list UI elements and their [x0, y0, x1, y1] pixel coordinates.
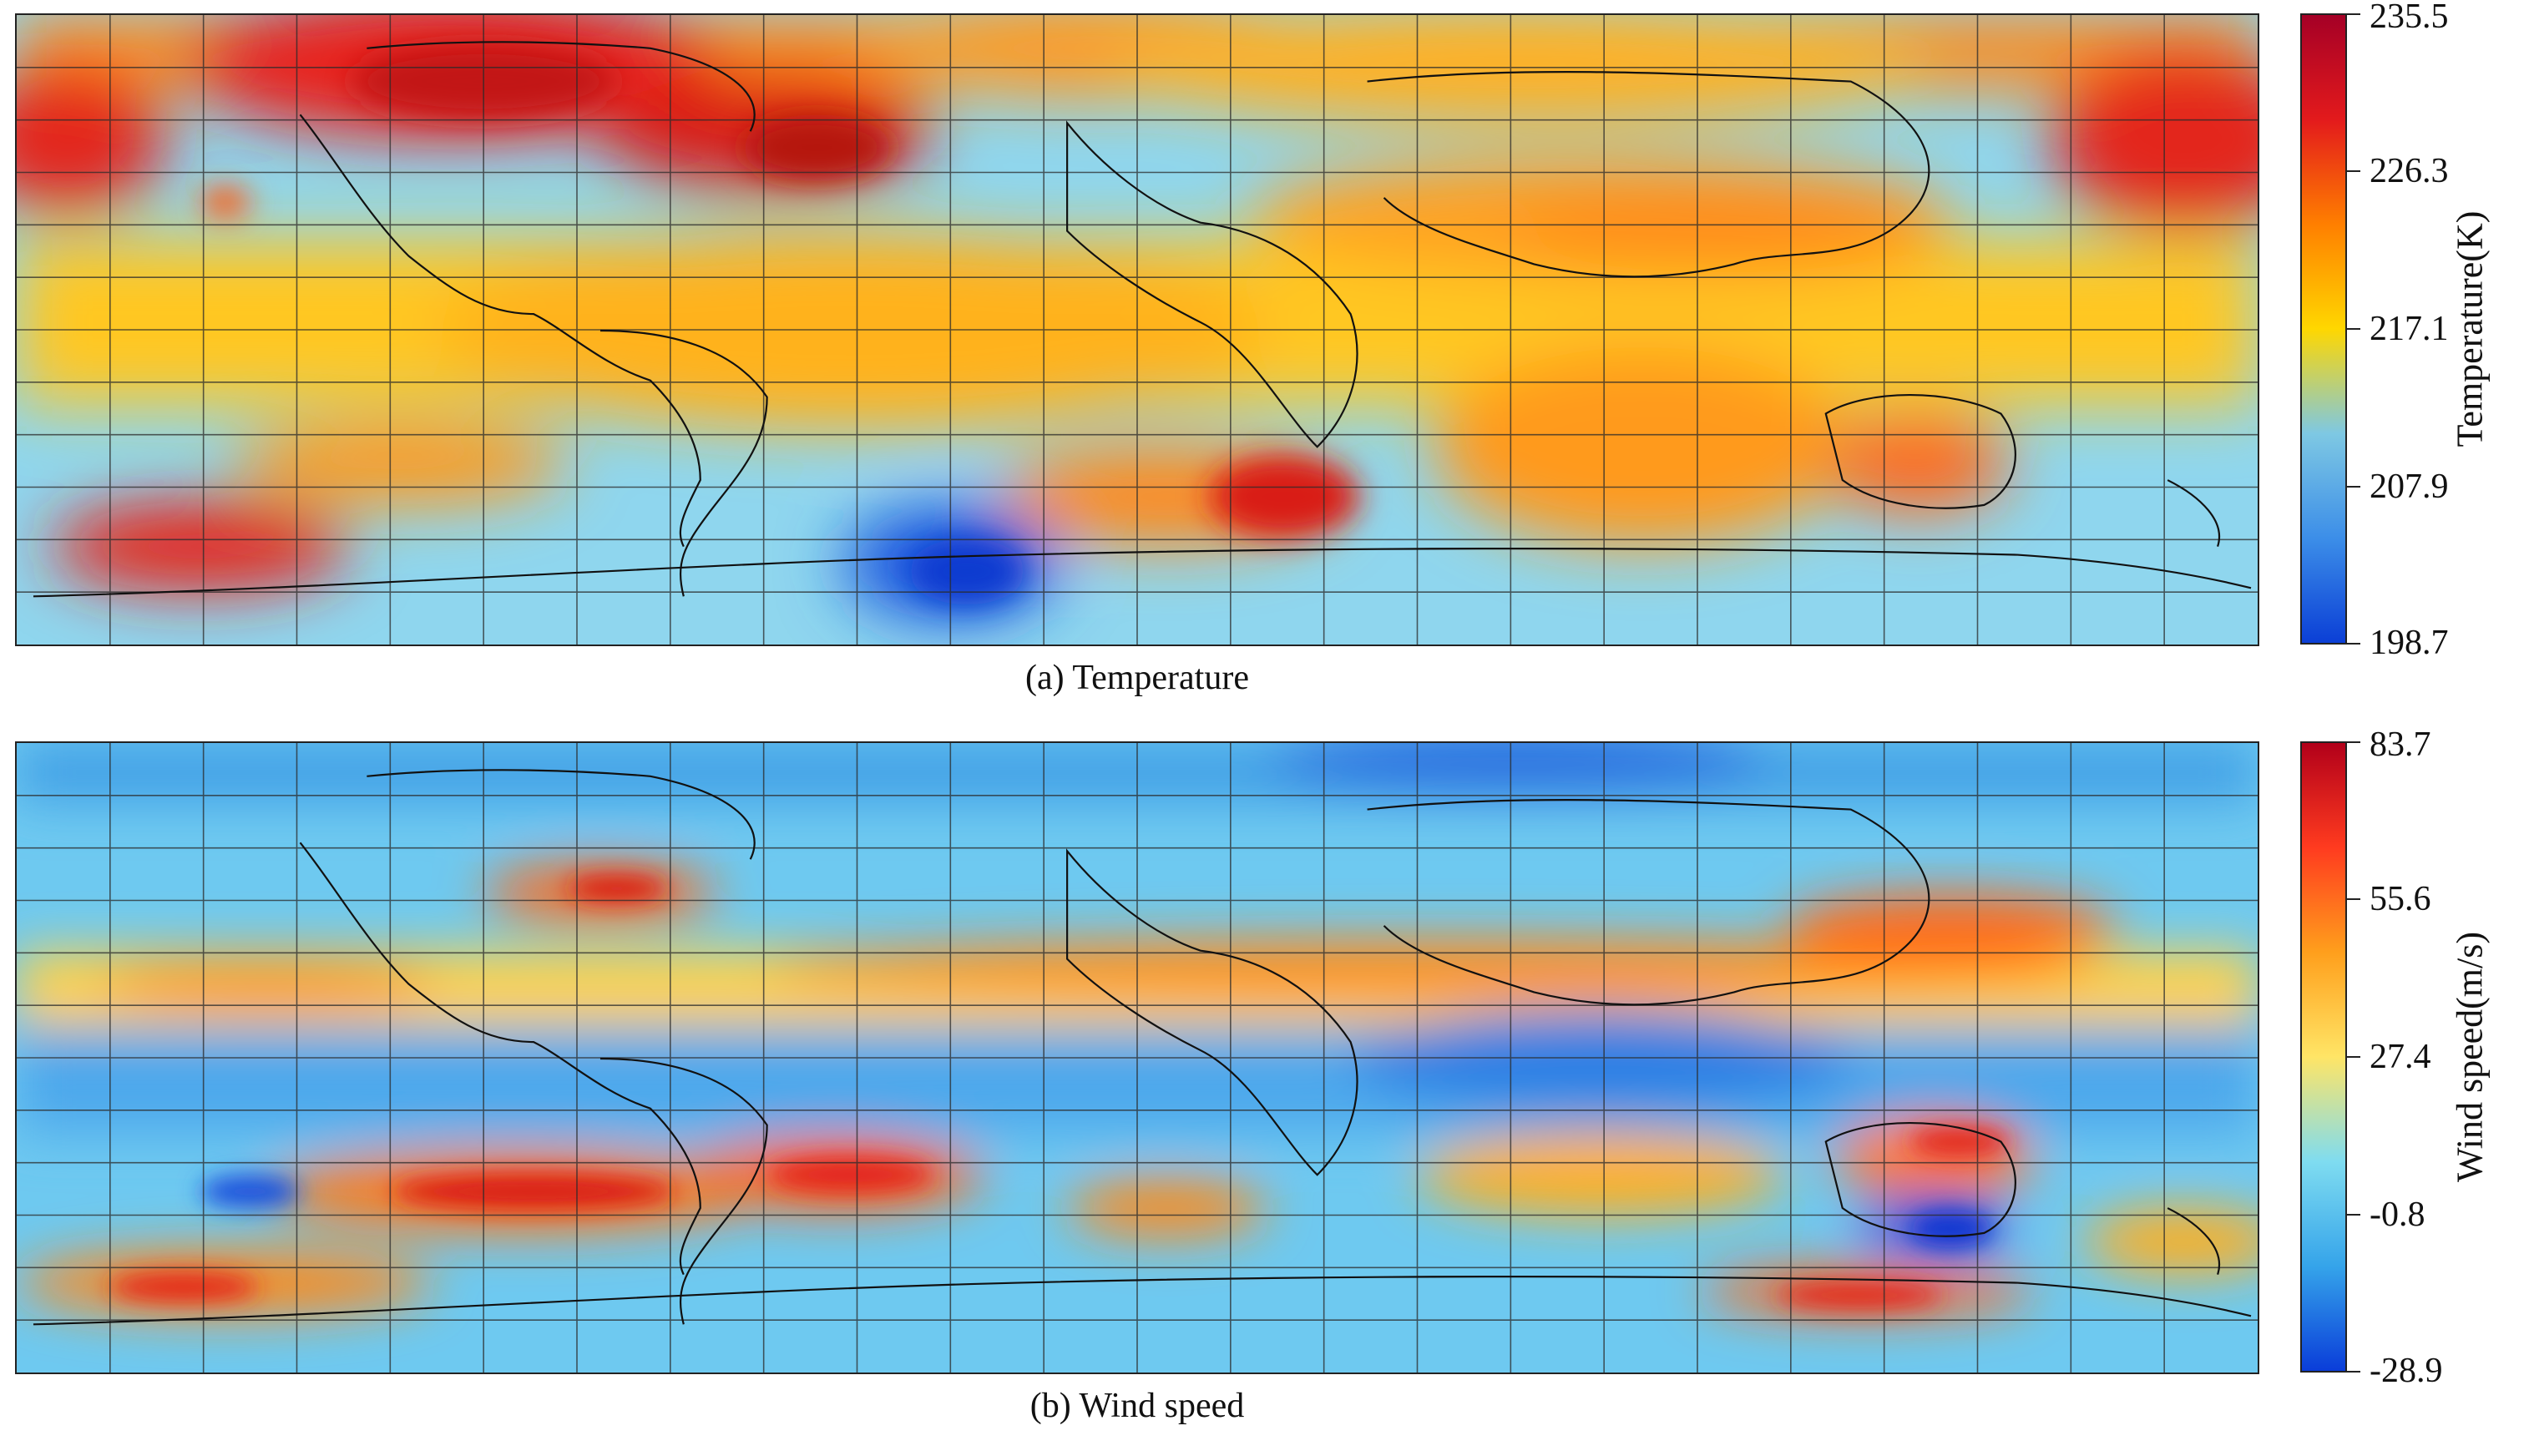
- tick-mark: [2347, 1056, 2360, 1058]
- temperature-colorbar: [2300, 13, 2347, 645]
- tick-label: -28.9: [2370, 1352, 2443, 1390]
- wind-speed-colorbar: [2300, 741, 2347, 1373]
- tick-label: 217.1: [2370, 310, 2449, 348]
- tick-mark: [2347, 486, 2360, 488]
- tick-mark: [2347, 328, 2360, 330]
- tick-label: 226.3: [2370, 152, 2449, 190]
- wind-speed-map-svg: [17, 743, 2258, 1373]
- tick-mark: [2347, 13, 2360, 15]
- tick-mark: [2347, 741, 2360, 743]
- tick-mark: [2347, 1371, 2360, 1373]
- tick-mark: [2347, 898, 2360, 900]
- wind-speed-panel: (b) Wind speed 83.7 55.6 27.4 -0.8 -28.9…: [0, 725, 2529, 1456]
- tick-label: -0.8: [2370, 1196, 2425, 1234]
- wind-speed-colorbar-ticks: [2347, 741, 2364, 1373]
- tick-label: 235.5: [2370, 0, 2449, 36]
- temperature-caption: (a) Temperature: [1025, 659, 1249, 697]
- coastlines: [33, 769, 2252, 1326]
- tick-label: 198.7: [2370, 624, 2449, 662]
- lat-lon-grid: [17, 15, 2258, 645]
- tick-label: 207.9: [2370, 468, 2449, 506]
- tick-mark: [2347, 170, 2360, 172]
- tick-label: 27.4: [2370, 1038, 2431, 1076]
- wind-speed-caption: (b) Wind speed: [1029, 1387, 1245, 1425]
- temperature-colorbar-title: Temperature(K): [2449, 210, 2491, 447]
- tick-label: 83.7: [2370, 725, 2431, 764]
- wind-speed-map: [15, 741, 2259, 1374]
- tick-label: 55.6: [2370, 880, 2431, 918]
- temperature-panel: (a) Temperature 235.5 226.3 217.1 207.9 …: [15, 0, 2491, 697]
- temperature-map: [15, 13, 2259, 646]
- temperature-map-svg: [17, 15, 2258, 645]
- tick-mark: [2347, 1214, 2360, 1216]
- tick-mark: [2347, 643, 2360, 645]
- wind-speed-colorbar-title: Wind speed(m/s): [2449, 931, 2491, 1183]
- temperature-colorbar-ticks: [2347, 13, 2364, 645]
- temperature-highlights: [200, 43, 1359, 605]
- lat-lon-grid: [17, 743, 2258, 1373]
- wind-highlights: [108, 875, 2010, 1309]
- coastlines: [33, 41, 2252, 598]
